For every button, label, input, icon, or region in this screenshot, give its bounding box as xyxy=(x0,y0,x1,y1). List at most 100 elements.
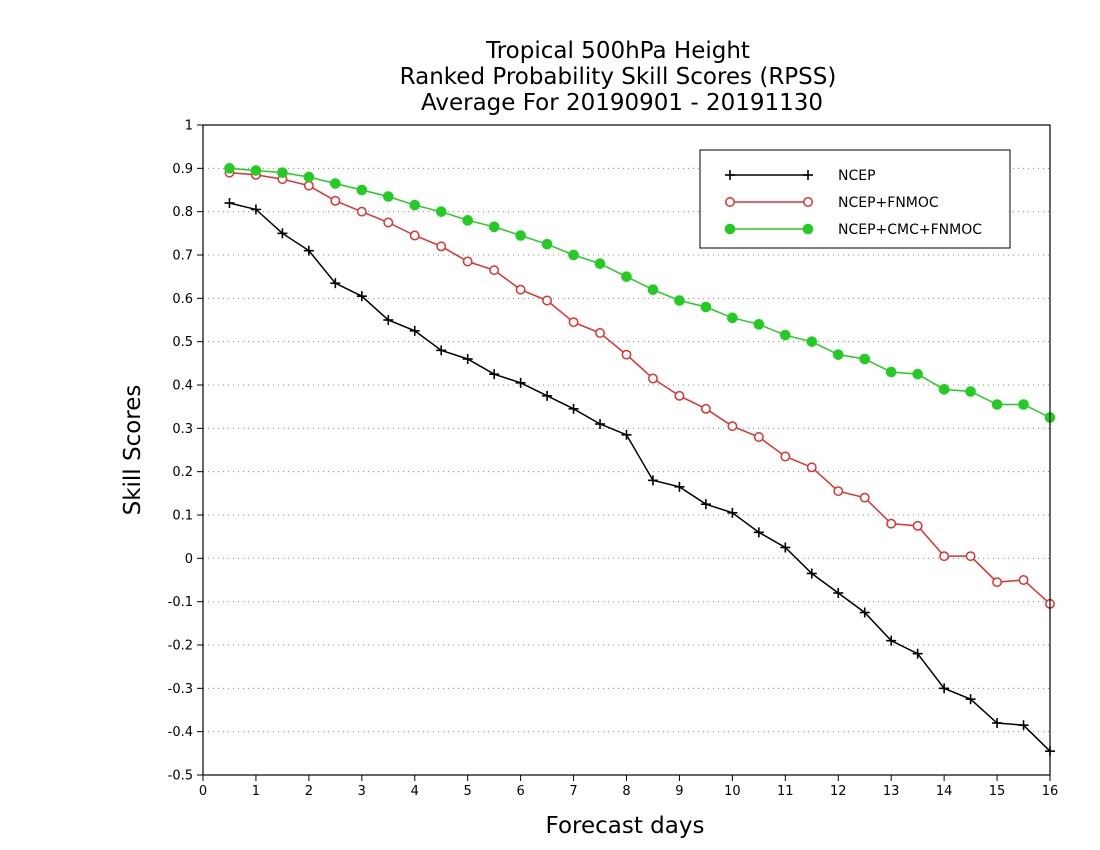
y-tick-label: -0.4 xyxy=(168,725,193,740)
y-tick-label: 0.7 xyxy=(172,249,193,264)
axis-ticks: -0.5 -0.4 -0.3 -0.2 -0.1 0 0.1 0.2 0.3 0.4 0.5 0.6 0… xyxy=(168,119,1059,800)
data-point xyxy=(939,683,950,694)
data-point xyxy=(859,353,871,365)
data-point xyxy=(780,542,791,553)
title-line-3: Average For 20190901 - 20191130 xyxy=(421,90,823,116)
y-tick-label: 0.2 xyxy=(172,465,193,480)
data-point xyxy=(595,328,605,338)
data-point xyxy=(409,199,421,211)
data-point xyxy=(939,551,950,562)
x-tick-label: 14 xyxy=(936,784,953,799)
data-point xyxy=(806,568,817,579)
x-tick-label: 12 xyxy=(830,784,847,799)
data-point xyxy=(383,217,394,228)
data-point xyxy=(382,191,394,202)
data-point xyxy=(542,390,553,401)
data-point xyxy=(303,180,314,191)
data-point xyxy=(621,429,632,440)
series-line xyxy=(229,202,1051,752)
y-tick-label: 0.8 xyxy=(172,205,193,220)
data-point xyxy=(303,171,315,183)
data-point xyxy=(859,492,870,503)
data-point xyxy=(515,230,526,241)
data-point xyxy=(435,206,447,217)
data-point xyxy=(515,284,526,295)
data-point xyxy=(727,421,738,432)
x-tick-label: 7 xyxy=(569,784,577,799)
data-point xyxy=(488,221,500,233)
legend-label: NCEP+CMC+FNMOC xyxy=(838,222,982,238)
data-point xyxy=(462,256,473,267)
x-tick-label: 8 xyxy=(622,784,630,799)
data-point xyxy=(912,368,923,380)
y-tick-label: 0.9 xyxy=(172,162,193,177)
legend: NCEP NCEP+FNMOC NCEP+CMC+FNMOC xyxy=(699,149,1011,249)
data-point xyxy=(1018,575,1029,585)
y-axis-label: Skill Scores xyxy=(120,385,146,516)
x-tick-label: 16 xyxy=(1042,784,1059,799)
series-layer xyxy=(224,163,1056,757)
data-point xyxy=(621,271,632,282)
data-point xyxy=(224,198,235,208)
legend-entry: NCEP xyxy=(725,168,876,184)
data-point xyxy=(568,249,579,261)
data-point xyxy=(938,384,950,395)
x-tick-label: 15 xyxy=(989,784,1006,799)
x-tick-label: 9 xyxy=(675,784,683,799)
data-point xyxy=(568,403,579,414)
legend-label: NCEP xyxy=(838,168,876,184)
data-point xyxy=(992,577,1003,588)
y-tick-label: 0.1 xyxy=(172,509,193,524)
legend-box xyxy=(699,149,1011,249)
x-tick-label: 3 xyxy=(358,784,366,799)
data-point xyxy=(700,499,711,510)
data-point xyxy=(594,258,606,269)
y-tick-label: 1 xyxy=(185,119,193,134)
data-point xyxy=(700,403,711,414)
y-tick-label: 0 xyxy=(185,552,193,567)
plot-frame xyxy=(202,124,1051,776)
data-point xyxy=(753,432,764,442)
data-point xyxy=(1018,720,1029,731)
data-point xyxy=(277,228,288,239)
x-tick-label: 6 xyxy=(516,784,524,799)
data-point xyxy=(250,204,261,215)
data-point xyxy=(541,238,553,250)
x-tick-label: 10 xyxy=(724,784,741,799)
data-point xyxy=(674,481,685,492)
title-line-1: Tropical 500hPa Height xyxy=(485,38,750,64)
data-point xyxy=(700,301,712,313)
data-point xyxy=(859,607,870,618)
data-point xyxy=(833,588,844,598)
legend-marker xyxy=(724,223,736,235)
data-point xyxy=(912,520,923,531)
legend-entry: NCEP+FNMOC xyxy=(725,195,939,211)
data-point xyxy=(489,369,500,380)
data-point xyxy=(780,329,791,341)
data-point xyxy=(409,230,420,241)
data-point xyxy=(409,325,420,336)
data-point xyxy=(727,312,738,324)
data-point xyxy=(542,295,553,306)
legend-marker xyxy=(802,223,814,235)
data-point xyxy=(1018,399,1029,410)
data-point xyxy=(753,527,764,538)
data-point xyxy=(832,349,844,360)
data-point xyxy=(436,345,447,356)
data-point xyxy=(806,462,817,473)
x-tick-label: 5 xyxy=(464,784,472,799)
data-point xyxy=(648,373,658,384)
y-tick-label: -0.1 xyxy=(168,595,193,610)
data-point xyxy=(912,648,923,659)
data-point xyxy=(595,419,606,429)
data-point xyxy=(753,319,765,330)
series-0 xyxy=(224,198,1055,757)
data-point xyxy=(330,178,341,189)
data-point xyxy=(356,291,367,302)
x-tick-label: 1 xyxy=(252,784,260,799)
legend-marker xyxy=(725,197,735,207)
data-point xyxy=(674,390,685,401)
x-tick-label: 13 xyxy=(883,784,900,799)
data-point xyxy=(886,635,897,646)
